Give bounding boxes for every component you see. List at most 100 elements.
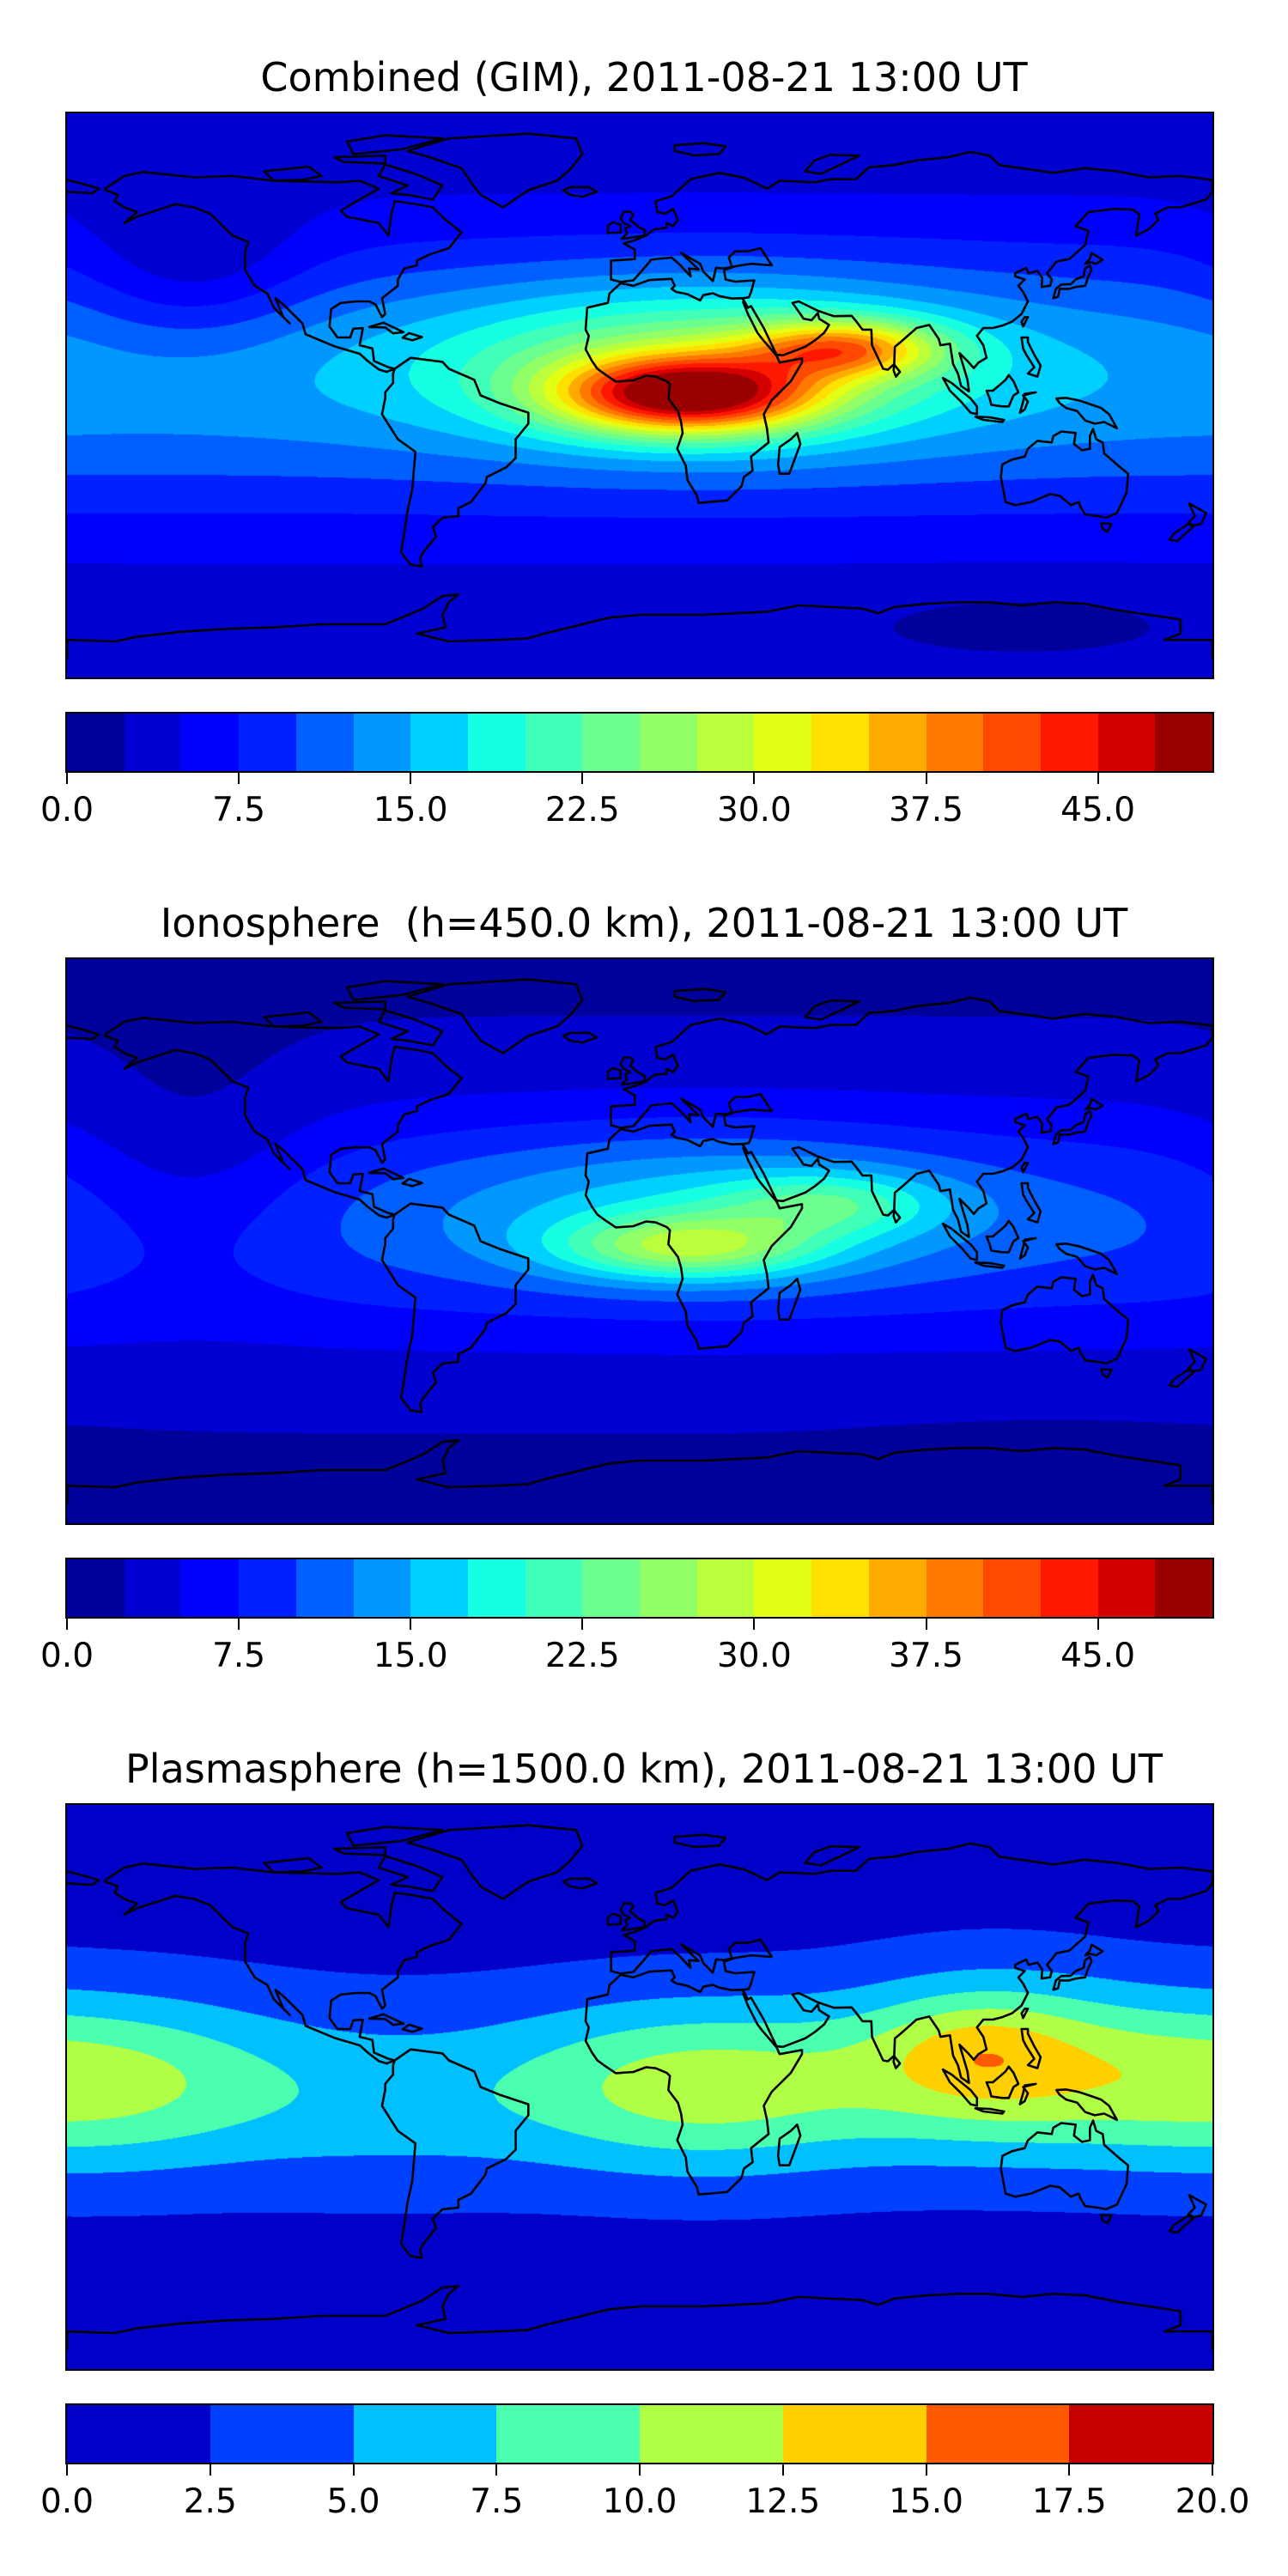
coastline xyxy=(1084,1097,1104,1111)
coastline xyxy=(584,1969,804,2196)
colorbar-tick-label: 7.5 xyxy=(212,791,266,829)
colorbar: 0.0 7.5 15.0 22.5 30.0 37.5 45.0 xyxy=(40,1558,1214,1675)
coastline xyxy=(1018,1236,1037,1260)
map-frame xyxy=(65,957,1214,1525)
coastline xyxy=(776,1277,802,1321)
colorbar-tick-label: 37.5 xyxy=(889,1637,963,1675)
colorbar-bin xyxy=(1155,714,1213,771)
coastline xyxy=(1100,1368,1113,1379)
tec-map xyxy=(65,112,1214,679)
coastline xyxy=(606,1912,623,1926)
coastline xyxy=(999,1273,1130,1365)
panel-title: Plasmasphere (h=1500.0 km), 2011-08-21 1… xyxy=(125,1746,1163,1792)
coastline xyxy=(974,2106,1005,2115)
colorbar-tick-label: 20.0 xyxy=(1175,2482,1250,2521)
colorbar: 0.0 2.5 5.0 7.5 10.0 12.5 15.0 17.5 20.0 xyxy=(40,2403,1249,2521)
panel-title: Ionosphere (h=450.0 km), 2011-08-21 13:0… xyxy=(160,900,1128,946)
coastline xyxy=(941,376,979,416)
coastline xyxy=(1055,1242,1119,1276)
coastline xyxy=(1020,2027,1042,2069)
coastline xyxy=(332,154,386,165)
colorbar-bin xyxy=(983,714,1042,771)
colorbar-tick-label: 0.0 xyxy=(39,1637,94,1675)
colorbar-bin xyxy=(210,2405,354,2463)
colorbar-tick xyxy=(352,2464,355,2476)
coastline xyxy=(1055,2088,1119,2122)
colorbar-tick-label: 22.5 xyxy=(544,791,620,829)
colorbar-tick xyxy=(1212,2464,1213,2476)
colorbar-tick-label: 45.0 xyxy=(1060,1637,1136,1675)
coastline xyxy=(332,1845,386,1856)
tec-map xyxy=(65,957,1214,1525)
coastline xyxy=(368,1167,405,1181)
coastline xyxy=(67,1870,100,1886)
colorbar-tick-label: 30.0 xyxy=(716,1637,792,1675)
colorbar-tick xyxy=(925,2464,927,2476)
coastline xyxy=(380,356,530,568)
colorbar-bin xyxy=(467,714,526,771)
colorbar-bin xyxy=(1040,1559,1099,1617)
colorbar-tick xyxy=(410,1619,412,1630)
coastline xyxy=(401,1177,423,1188)
coastline xyxy=(606,221,623,234)
colorbar-tick-label: 0.0 xyxy=(39,2482,94,2521)
colorbar-bin xyxy=(525,714,583,771)
colorbar-bin xyxy=(1097,1559,1156,1617)
colorbar-tick-label: 15.0 xyxy=(889,2482,963,2521)
coastline xyxy=(104,1017,463,1219)
colorbar-bin xyxy=(295,714,354,771)
coastline xyxy=(1018,391,1037,414)
colorbar-bin xyxy=(1040,714,1099,771)
coastline xyxy=(673,1833,727,1849)
colorbar-bin xyxy=(868,1559,927,1617)
tec-map xyxy=(65,1803,1214,2371)
coastline xyxy=(610,996,1212,1239)
colorbar-tick xyxy=(66,1619,68,1630)
colorbar-tick-label: 5.0 xyxy=(326,2482,380,2521)
colorbar-bin xyxy=(582,1559,641,1617)
coastline xyxy=(610,1842,1212,2085)
coastline xyxy=(377,1855,444,1893)
colorbar-bin xyxy=(353,714,411,771)
colorbar-bin xyxy=(582,714,641,771)
coastline xyxy=(1020,316,1030,328)
coastline xyxy=(345,1826,444,1847)
map-frame xyxy=(65,1803,1214,2371)
tec-field xyxy=(67,1805,1212,2369)
colorbar-bin xyxy=(124,714,182,771)
map-panel: Plasmasphere (h=1500.0 km), 2011-08-21 1… xyxy=(0,1692,1288,2537)
coastline xyxy=(606,1066,623,1080)
coastlines xyxy=(67,978,1212,1505)
colorbar: 0.0 7.5 15.0 22.5 30.0 37.5 45.0 xyxy=(40,712,1214,829)
coastline xyxy=(104,1862,463,2065)
colorbar-bin xyxy=(983,1559,1042,1617)
coastline xyxy=(584,277,804,505)
coastline xyxy=(263,165,323,182)
colorbar-tick-label: 30.0 xyxy=(716,791,792,829)
colorbar-tick xyxy=(753,1619,756,1630)
coastline xyxy=(1018,2082,1037,2105)
colorbar-tick-label: 7.5 xyxy=(470,2482,524,2521)
colorbar-bin xyxy=(181,714,240,771)
colorbar-bin xyxy=(525,1559,583,1617)
coastline xyxy=(673,142,727,157)
coastline xyxy=(999,428,1130,519)
colorbar-tick-label: 2.5 xyxy=(183,2482,237,2521)
colorbar-bin xyxy=(239,714,297,771)
colorbar-frame xyxy=(65,2403,1214,2464)
coastline xyxy=(999,2119,1130,2211)
coastline xyxy=(985,374,1020,408)
coastline xyxy=(804,1844,861,1867)
coastline xyxy=(1187,1348,1207,1373)
colorbar-bin xyxy=(926,2405,1070,2463)
colorbar-tick-label: 12.5 xyxy=(745,2482,821,2521)
colorbar-frame xyxy=(65,712,1214,773)
colorbar-bin xyxy=(640,2405,784,2463)
colorbar-bin xyxy=(696,1559,755,1617)
colorbar-bin xyxy=(811,1559,870,1617)
coastline xyxy=(941,2068,979,2107)
colorbar-bin xyxy=(410,1559,469,1617)
coastline xyxy=(345,134,444,155)
coastline xyxy=(1187,502,1207,527)
coastline xyxy=(1168,1368,1195,1388)
